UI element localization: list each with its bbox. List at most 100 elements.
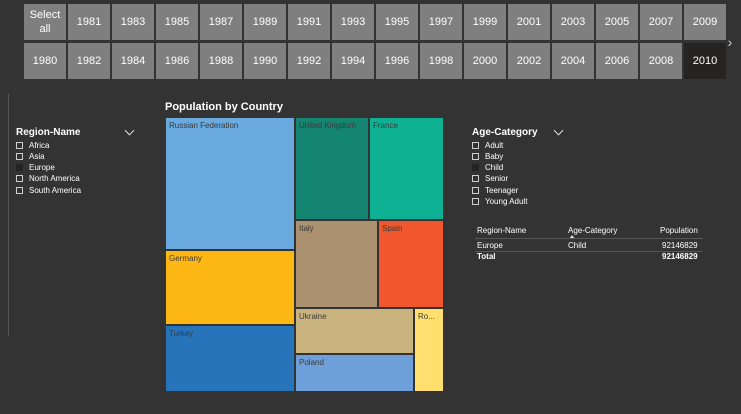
checkbox[interactable] [16, 152, 23, 160]
treemap-tile-france[interactable]: France [369, 117, 444, 220]
slicer-item-label: Adult [485, 140, 504, 150]
checkbox[interactable] [472, 152, 479, 160]
year-button-1986[interactable]: 1986 [156, 43, 198, 79]
year-button-2006[interactable]: 2006 [596, 43, 638, 79]
slicer-item-child[interactable]: Child [472, 163, 503, 173]
checkbox[interactable] [472, 164, 479, 172]
year-button-1994[interactable]: 1994 [332, 43, 374, 79]
year-button-1995[interactable]: 1995 [376, 4, 418, 40]
treemap-tile-label: Russian Federation [169, 121, 239, 130]
year-button-1987[interactable]: 1987 [200, 4, 242, 40]
year-button-1991[interactable]: 1991 [288, 4, 330, 40]
year-button-1990[interactable]: 1990 [244, 43, 286, 79]
treemap-tile-spain[interactable]: Spain [378, 220, 444, 308]
year-button-1996[interactable]: 1996 [376, 43, 418, 79]
year-button-1999[interactable]: 1999 [464, 4, 506, 40]
checkbox[interactable] [16, 141, 23, 149]
age-slicer-title: Age-Category [472, 127, 538, 138]
slicer-item-senior[interactable]: Senior [472, 174, 508, 184]
slicer-item-baby[interactable]: Baby [472, 151, 503, 161]
slicer-item-label: Europe [29, 163, 55, 173]
slicer-item-label: North America [29, 174, 80, 184]
checkbox[interactable] [472, 175, 479, 183]
slicer-item-label: South America [29, 185, 82, 195]
population-treemap: Russian Federation Germany Turkey United Ki… [165, 117, 444, 392]
checkbox[interactable] [472, 198, 479, 205]
treemap-tile-label: Italy [299, 224, 314, 233]
divider [8, 94, 9, 336]
treemap-tile-poland[interactable]: Poland [295, 354, 414, 392]
chevron-down-icon[interactable] [124, 125, 135, 136]
year-button-2000[interactable]: 2000 [464, 43, 506, 79]
year-button-1980[interactable]: 1980 [24, 43, 66, 79]
year-button-2005[interactable]: 2005 [596, 4, 638, 40]
slicer-item-europe[interactable]: Europe [16, 163, 55, 173]
chart-title: Population by Country [165, 101, 283, 113]
year-button-1983[interactable]: 1983 [112, 4, 154, 40]
year-button-2010[interactable]: 2010 [684, 43, 726, 79]
slicer-item-teenager[interactable]: Teenager [472, 185, 518, 195]
slicer-item-asia[interactable]: Asia [16, 151, 45, 161]
treemap-tile-germany[interactable]: Germany [165, 250, 295, 325]
table-cell-age: Child [568, 241, 587, 250]
slicer-item-south-america[interactable]: South America [16, 185, 81, 195]
checkbox[interactable] [16, 186, 23, 194]
treemap-tile-turkey[interactable]: Turkey [165, 325, 295, 392]
year-button-1984[interactable]: 1984 [112, 43, 154, 79]
year-button-2008[interactable]: 2008 [640, 43, 682, 79]
year-button-1988[interactable]: 1988 [200, 43, 242, 79]
region-slicer-title: Region-Name [16, 127, 81, 138]
slicer-item-adult[interactable]: Adult [472, 140, 503, 150]
treemap-tile-label: Ro... [418, 312, 435, 321]
checkbox[interactable] [16, 164, 23, 172]
year-button-1981[interactable]: 1981 [68, 4, 110, 40]
year-button-2003[interactable]: 2003 [552, 4, 594, 40]
year-button-1985[interactable]: 1985 [156, 4, 198, 40]
slicer-item-africa[interactable]: Africa [16, 140, 49, 150]
table-cell-region: Europe [477, 241, 503, 250]
treemap-tile-label: United Kingdom [299, 121, 356, 130]
slicer-item-label: Asia [29, 151, 45, 161]
select-all-button[interactable]: Select all [24, 4, 66, 40]
year-button-1998[interactable]: 1998 [420, 43, 462, 79]
treemap-tile-russian-federation[interactable]: Russian Federation [165, 117, 295, 250]
treemap-tile-ukraine[interactable]: Ukraine [295, 308, 414, 354]
column-header-region[interactable]: Region-Name [477, 226, 527, 235]
table-cell-population: 92146829 [662, 241, 698, 250]
slicer-item-label: Senior [485, 174, 509, 184]
treemap-tile-united-kingdom[interactable]: United Kingdom [295, 117, 369, 220]
year-button-1992[interactable]: 1992 [288, 43, 330, 79]
chevron-right-icon[interactable]: › [727, 34, 733, 50]
checkbox[interactable] [472, 186, 479, 194]
year-button-2001[interactable]: 2001 [508, 4, 550, 40]
treemap-tile-ro[interactable]: Ro... [414, 308, 444, 392]
checkbox[interactable] [472, 141, 479, 149]
slicer-item-label: Young Adult [485, 197, 528, 206]
treemap-tile-label: Spain [382, 224, 403, 233]
year-button-2002[interactable]: 2002 [508, 43, 550, 79]
divider [475, 238, 703, 239]
treemap-tile-label: Turkey [169, 329, 194, 338]
year-button-2009[interactable]: 2009 [684, 4, 726, 40]
treemap-tile-label: France [373, 121, 398, 130]
checkbox[interactable] [16, 175, 23, 183]
treemap-tile-label: Poland [299, 358, 324, 367]
year-button-2004[interactable]: 2004 [552, 43, 594, 79]
year-button-1997[interactable]: 1997 [420, 4, 462, 40]
treemap-tile-label: Germany [169, 254, 202, 263]
slicer-item-north-america[interactable]: North America [16, 174, 80, 184]
treemap-tile-italy[interactable]: Italy [295, 220, 378, 308]
divider [475, 251, 703, 252]
year-button-1982[interactable]: 1982 [68, 43, 110, 79]
year-button-1989[interactable]: 1989 [244, 4, 286, 40]
chevron-down-icon[interactable] [553, 125, 564, 136]
slicer-item-young-adult[interactable]: Young Adult [472, 197, 527, 207]
slicer-item-label: Africa [29, 140, 50, 150]
table-total-label: Total [477, 252, 496, 261]
year-button-1993[interactable]: 1993 [332, 4, 374, 40]
slicer-item-label: Child [485, 163, 504, 173]
year-button-2007[interactable]: 2007 [640, 4, 682, 40]
column-header-population[interactable]: Population [660, 226, 698, 235]
column-header-age[interactable]: Age-Category [568, 226, 618, 235]
slicer-item-label: Teenager [485, 185, 519, 195]
